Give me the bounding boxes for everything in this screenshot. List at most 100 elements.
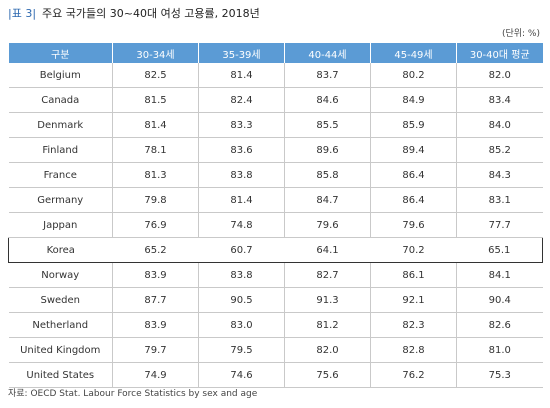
value-40-44-cell: 82.7 xyxy=(284,262,371,288)
value-45-49-cell: 80.2 xyxy=(370,63,457,88)
table-row: Denmark 81.4 83.3 85.5 85.9 84.0 xyxy=(8,112,543,138)
value-45-49-cell: 89.4 xyxy=(370,137,457,163)
value-40-44-cell: 85.8 xyxy=(284,162,371,188)
value-30-34-cell: 81.5 xyxy=(112,87,199,113)
value-35-39-cell: 83.3 xyxy=(198,112,285,138)
table-row: Canada 81.5 82.4 84.6 84.9 83.4 xyxy=(8,87,543,113)
value-average-cell: 84.0 xyxy=(456,112,543,138)
header-cell-average: 30-40대 평균 xyxy=(456,43,543,63)
value-35-39-cell: 81.4 xyxy=(198,63,285,88)
value-40-44-cell: 91.3 xyxy=(284,287,371,313)
table-number-tag: |표 3| xyxy=(8,7,37,20)
value-average-cell: 65.1 xyxy=(456,237,543,263)
value-40-44-cell: 83.7 xyxy=(284,63,371,88)
country-cell: Finland xyxy=(8,137,113,163)
value-40-44-cell: 82.0 xyxy=(284,337,371,363)
value-30-34-cell: 76.9 xyxy=(112,212,199,238)
country-cell: France xyxy=(8,162,113,188)
value-30-34-cell: 83.9 xyxy=(112,262,199,288)
value-40-44-cell: 84.6 xyxy=(284,87,371,113)
table-row: Netherland 83.9 83.0 81.2 82.3 82.6 xyxy=(8,312,543,338)
value-35-39-cell: 83.8 xyxy=(198,262,285,288)
value-average-cell: 83.4 xyxy=(456,87,543,113)
value-30-34-cell: 79.7 xyxy=(112,337,199,363)
unit-label: (단위: %) xyxy=(501,29,540,39)
value-40-44-cell: 64.1 xyxy=(284,237,371,263)
value-average-cell: 85.2 xyxy=(456,137,543,163)
value-45-49-cell: 70.2 xyxy=(370,237,457,263)
value-average-cell: 82.6 xyxy=(456,312,543,338)
value-average-cell: 75.3 xyxy=(456,362,543,388)
value-40-44-cell: 79.6 xyxy=(284,212,371,238)
value-40-44-cell: 84.7 xyxy=(284,187,371,213)
value-30-34-cell: 83.9 xyxy=(112,312,199,338)
value-average-cell: 77.7 xyxy=(456,212,543,238)
country-cell: Sweden xyxy=(8,287,113,313)
value-average-cell: 83.1 xyxy=(456,187,543,213)
value-30-34-cell: 82.5 xyxy=(112,63,199,88)
value-average-cell: 90.4 xyxy=(456,287,543,313)
value-45-49-cell: 86.4 xyxy=(370,187,457,213)
value-35-39-cell: 74.8 xyxy=(198,212,285,238)
value-30-34-cell: 65.2 xyxy=(112,237,199,263)
value-average-cell: 84.3 xyxy=(456,162,543,188)
value-35-39-cell: 83.0 xyxy=(198,312,285,338)
table-row: Norway 83.9 83.8 82.7 86.1 84.1 xyxy=(8,262,543,288)
header-cell-35-39: 35-39세 xyxy=(198,43,285,63)
value-30-34-cell: 78.1 xyxy=(112,137,199,163)
country-cell: Canada xyxy=(8,87,113,113)
value-35-39-cell: 79.5 xyxy=(198,337,285,363)
country-cell: Norway xyxy=(8,262,113,288)
value-40-44-cell: 81.2 xyxy=(284,312,371,338)
value-45-49-cell: 86.1 xyxy=(370,262,457,288)
value-average-cell: 82.0 xyxy=(456,63,543,88)
header-cell-category: 구분 xyxy=(8,43,113,63)
value-35-39-cell: 81.4 xyxy=(198,187,285,213)
value-40-44-cell: 89.6 xyxy=(284,137,371,163)
value-35-39-cell: 60.7 xyxy=(198,237,285,263)
table-row: Jappan 76.9 74.8 79.6 79.6 77.7 xyxy=(8,212,543,238)
value-30-34-cell: 79.8 xyxy=(112,187,199,213)
value-30-34-cell: 74.9 xyxy=(112,362,199,388)
value-average-cell: 81.0 xyxy=(456,337,543,363)
value-35-39-cell: 83.8 xyxy=(198,162,285,188)
value-45-49-cell: 84.9 xyxy=(370,87,457,113)
value-30-34-cell: 87.7 xyxy=(112,287,199,313)
table-body: Belgium 82.5 81.4 83.7 80.2 82.0 Canada 81.5 82.… xyxy=(8,63,543,388)
value-35-39-cell: 82.4 xyxy=(198,87,285,113)
table-row: Finland 78.1 83.6 89.6 89.4 85.2 xyxy=(8,137,543,163)
value-35-39-cell: 83.6 xyxy=(198,137,285,163)
country-cell: United Kingdom xyxy=(8,337,113,363)
table-row: United Kingdom 79.7 79.5 82.0 82.8 81.0 xyxy=(8,337,543,363)
table-row: United States 74.9 74.6 75.6 76.2 75.3 xyxy=(8,362,543,388)
table-row: Germany 79.8 81.4 84.7 86.4 83.1 xyxy=(8,187,543,213)
country-cell: Germany xyxy=(8,187,113,213)
value-45-49-cell: 76.2 xyxy=(370,362,457,388)
value-40-44-cell: 75.6 xyxy=(284,362,371,388)
employment-rate-table: 구분 30-34세 35-39세 40-44세 45-49세 30-40대 평균… xyxy=(8,43,543,388)
table-title-text: 주요 국가들의 30~40대 여성 고용률, 2018년 xyxy=(42,7,260,20)
country-cell: United States xyxy=(8,362,113,388)
value-45-49-cell: 79.6 xyxy=(370,212,457,238)
value-45-49-cell: 85.9 xyxy=(370,112,457,138)
country-cell: Belgium xyxy=(8,63,113,88)
value-45-49-cell: 86.4 xyxy=(370,162,457,188)
header-row: 구분 30-34세 35-39세 40-44세 45-49세 30-40대 평균 xyxy=(8,43,543,63)
value-30-34-cell: 81.3 xyxy=(112,162,199,188)
value-40-44-cell: 85.5 xyxy=(284,112,371,138)
value-average-cell: 84.1 xyxy=(456,262,543,288)
country-cell: Netherland xyxy=(8,312,113,338)
country-cell: Jappan xyxy=(8,212,113,238)
source-note: 자료: OECD Stat. Labour Force Statistics b… xyxy=(8,389,258,399)
value-45-49-cell: 82.3 xyxy=(370,312,457,338)
country-cell: Korea xyxy=(8,237,113,263)
value-35-39-cell: 74.6 xyxy=(198,362,285,388)
header-cell-30-34: 30-34세 xyxy=(112,43,199,63)
header-cell-45-49: 45-49세 xyxy=(370,43,457,63)
table-row: Sweden 87.7 90.5 91.3 92.1 90.4 xyxy=(8,287,543,313)
header-cell-40-44: 40-44세 xyxy=(284,43,371,63)
value-35-39-cell: 90.5 xyxy=(198,287,285,313)
table-row: Korea 65.2 60.7 64.1 70.2 65.1 xyxy=(8,237,543,263)
table-title: |표 3| 주요 국가들의 30~40대 여성 고용률, 2018년 xyxy=(8,6,260,22)
value-45-49-cell: 82.8 xyxy=(370,337,457,363)
